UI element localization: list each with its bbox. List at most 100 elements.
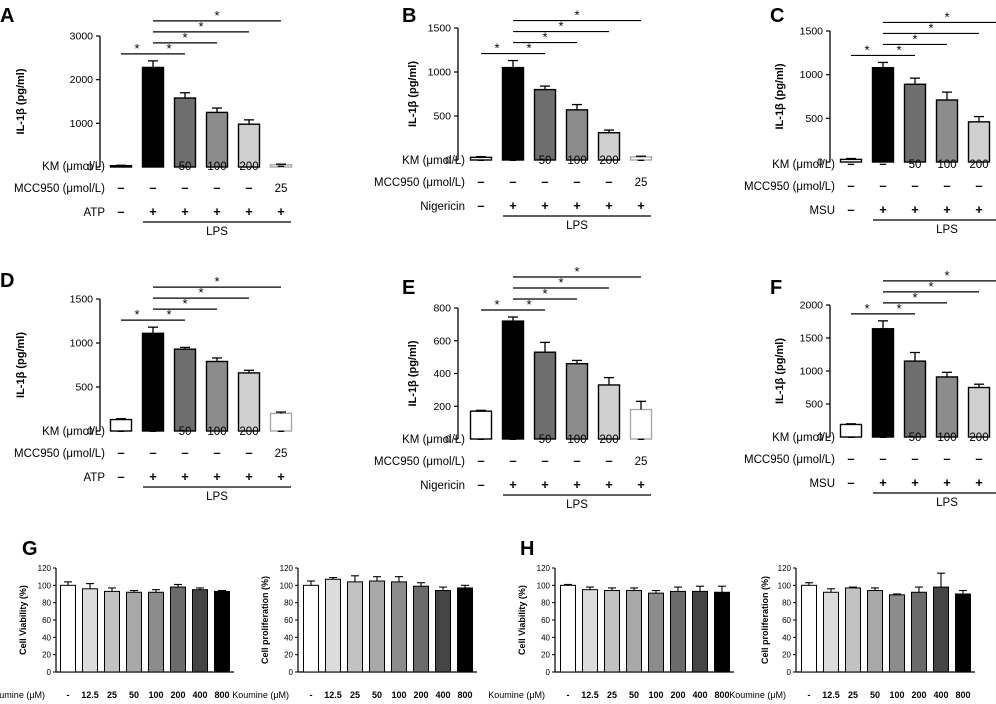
row-label-e-2: Nigericin bbox=[420, 480, 465, 492]
bar-g-2-6 bbox=[435, 590, 451, 673]
bar-a-2 bbox=[173, 97, 197, 168]
bar-h-1-3 bbox=[626, 590, 642, 673]
x-tick-label-g-1-4: 100 bbox=[148, 690, 163, 700]
row-value-a-2-2: + bbox=[181, 204, 189, 219]
bar-b-2 bbox=[533, 88, 557, 161]
y-tick-label-c: 1500 bbox=[800, 26, 824, 38]
bar-f-2 bbox=[903, 360, 927, 438]
row-value-b-1-4: – bbox=[605, 174, 612, 189]
x-tick-label-h-1-6: 400 bbox=[692, 690, 707, 700]
x-tick-label-g-2-0: - bbox=[310, 690, 313, 700]
bar-d-4 bbox=[237, 372, 261, 432]
bar-g-1-2 bbox=[104, 590, 120, 673]
row-label-a-1: MCC950 (μmol/L) bbox=[14, 183, 105, 195]
row-value-e-0-4: 200 bbox=[599, 434, 618, 446]
y-tick-label-a: 2000 bbox=[70, 74, 94, 86]
y-tick-label-h-1: 60 bbox=[541, 616, 550, 625]
row-value-f-2-4: + bbox=[975, 475, 983, 490]
row-value-d-1-1: – bbox=[149, 445, 156, 460]
y-tick-label-h-1: 40 bbox=[541, 633, 550, 642]
y-tick-label-g-1: 80 bbox=[42, 599, 51, 608]
sig-star-d-2: * bbox=[166, 307, 171, 322]
row-label-f-1: MCC950 (μmol/L) bbox=[744, 454, 835, 466]
sig-star-b-0: * bbox=[494, 41, 499, 56]
y-tick-label-f: 1500 bbox=[800, 333, 824, 345]
x-tick-label-g-2-3: 50 bbox=[372, 690, 382, 700]
y-tick-label-h-2: 20 bbox=[782, 651, 791, 660]
x-tick-label-g-2-1: 12.5 bbox=[324, 690, 342, 700]
sig-star-b-4: * bbox=[558, 19, 563, 34]
y-tick-label-e: 800 bbox=[433, 303, 451, 315]
row-value-d-0-2: 50 bbox=[179, 426, 192, 438]
bar-g-1-3 bbox=[126, 591, 142, 673]
row-value-c-2-3: + bbox=[943, 202, 951, 217]
y-axis-title-h-1: Cell Viability (%) bbox=[517, 585, 527, 655]
panel-label-b: B bbox=[402, 5, 416, 27]
y-tick-label-g-2: 20 bbox=[284, 651, 293, 660]
x-tick-label-h-1-7: 800 bbox=[714, 690, 729, 700]
y-tick-label-g-1: 40 bbox=[42, 633, 51, 642]
row-value-d-2-0: – bbox=[117, 469, 124, 484]
bar-h-2-7 bbox=[955, 593, 971, 673]
row-value-f-1-2: – bbox=[911, 451, 918, 466]
sig-star-c-2: * bbox=[896, 42, 901, 57]
row-value-b-0-1: – bbox=[509, 152, 516, 167]
sig-star-e-5: * bbox=[574, 264, 579, 279]
row-value-a-1-2: – bbox=[181, 180, 188, 195]
row-value-e-1-5: 25 bbox=[635, 456, 648, 468]
panel-label-g-1: G bbox=[22, 538, 38, 560]
lps-label-e: LPS bbox=[566, 499, 588, 511]
sig-star-c-5: * bbox=[944, 9, 949, 24]
x-tick-label-h-1-3: 50 bbox=[629, 690, 639, 700]
bar-g-2-1 bbox=[325, 578, 341, 673]
sig-star-b-3: * bbox=[542, 30, 547, 45]
row-value-a-1-3: – bbox=[213, 180, 220, 195]
row-value-c-1-2: – bbox=[911, 178, 918, 193]
row-value-d-2-4: + bbox=[245, 469, 253, 484]
x-tick-label-g-2-6: 400 bbox=[435, 690, 450, 700]
y-tick-label-h-2: 0 bbox=[787, 668, 792, 677]
sig-star-d-4: * bbox=[198, 285, 203, 300]
row-label-b-0: KM (μmol/L) bbox=[402, 155, 465, 167]
bar-d-1 bbox=[141, 332, 165, 432]
bar-h-2-6 bbox=[933, 586, 949, 673]
y-tick-label-f: 1000 bbox=[800, 366, 824, 378]
bar-f-3 bbox=[935, 376, 959, 438]
panel-label-a: A bbox=[0, 5, 14, 27]
row-value-f-1-4: – bbox=[975, 451, 982, 466]
x-tick-label-g-1-0: - bbox=[67, 690, 70, 700]
y-axis-title-c: IL-1β (pg/ml) bbox=[774, 63, 786, 129]
y-tick-label-d: 0 bbox=[87, 426, 93, 438]
row-value-b-0-2: 50 bbox=[539, 155, 552, 167]
sig-star-b-2: * bbox=[526, 41, 531, 56]
lps-label-b: LPS bbox=[566, 220, 588, 232]
row-value-b-0-5: – bbox=[637, 152, 644, 167]
row-value-a-2-0: – bbox=[117, 204, 124, 219]
row-value-e-0-2: 50 bbox=[539, 434, 552, 446]
bar-g-1-0 bbox=[60, 584, 76, 673]
y-axis-title-e: IL-1β (pg/ml) bbox=[407, 340, 419, 406]
y-tick-label-h-2: 60 bbox=[782, 616, 791, 625]
sig-star-b-5: * bbox=[574, 8, 579, 23]
row-value-c-0-0: – bbox=[847, 156, 854, 171]
row-value-a-0-5: – bbox=[277, 158, 284, 173]
row-label-e-1: MCC950 (μmol/L) bbox=[374, 456, 465, 468]
bar-c-2 bbox=[903, 83, 927, 163]
row-value-b-2-2: + bbox=[541, 198, 549, 213]
bar-e-2 bbox=[533, 351, 557, 440]
row-value-d-1-3: – bbox=[213, 445, 220, 460]
sig-star-c-4: * bbox=[928, 20, 933, 35]
y-tick-label-e: 0 bbox=[445, 434, 451, 446]
x-tick-label-g-1-6: 400 bbox=[192, 690, 207, 700]
row-value-f-1-1: – bbox=[879, 451, 886, 466]
row-value-e-2-0: – bbox=[477, 477, 484, 492]
y-tick-label-h-1: 0 bbox=[546, 668, 551, 677]
row-value-a-1-1: – bbox=[149, 180, 156, 195]
row-value-a-0-2: 50 bbox=[179, 161, 192, 173]
y-tick-label-g-2: 120 bbox=[280, 564, 294, 573]
bar-a-3 bbox=[205, 111, 229, 168]
y-tick-label-a: 3000 bbox=[70, 31, 94, 43]
y-tick-label-h-2: 80 bbox=[782, 599, 791, 608]
row-value-b-1-1: – bbox=[509, 174, 516, 189]
